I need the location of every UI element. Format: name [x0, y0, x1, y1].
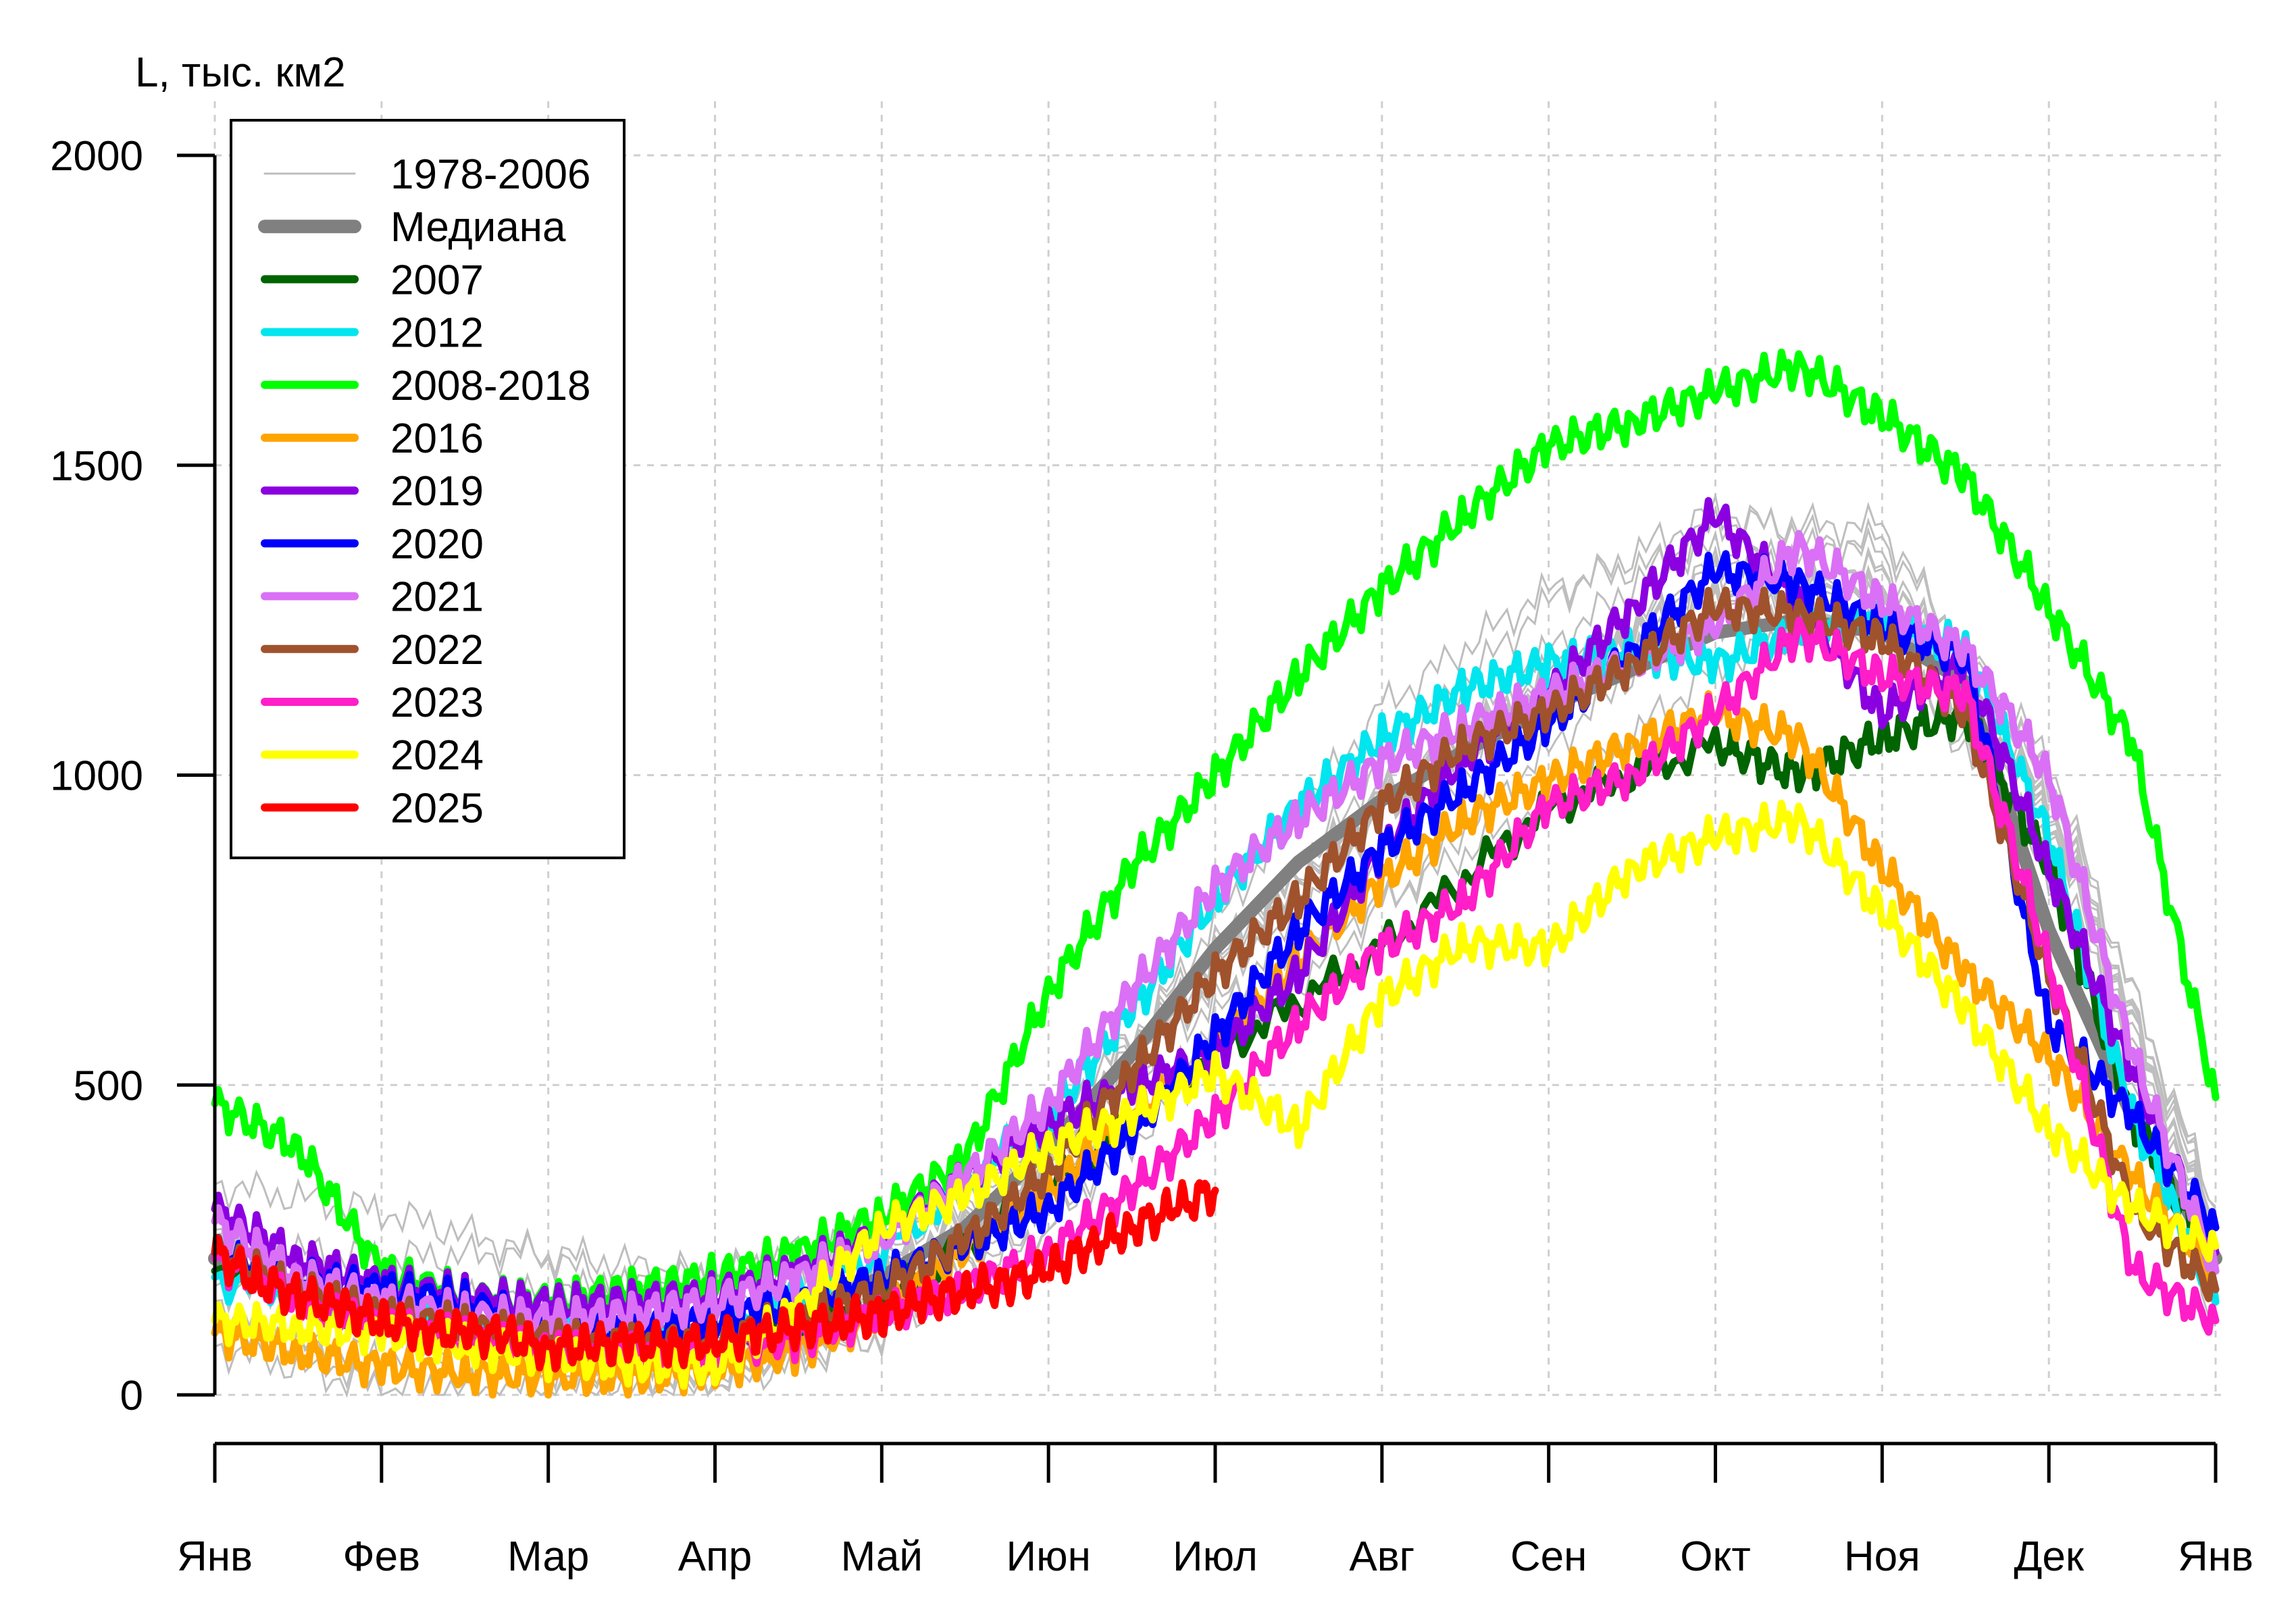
legend-label: 2025 [390, 785, 484, 832]
grid-lines [213, 101, 2222, 1396]
x-tick-label: Окт [1680, 1533, 1750, 1580]
legend-label: 2023 [390, 680, 484, 726]
x-tick-label: Май [841, 1533, 923, 1580]
y-tick-label: 0 [120, 1373, 143, 1419]
x-tick-label: Янв [2178, 1533, 2253, 1580]
x-tick-label: Фев [343, 1533, 421, 1580]
legend-label: 2022 [390, 627, 484, 673]
series-layer [208, 349, 2222, 1399]
legend-label: Медиана [390, 204, 566, 251]
x-tick-label: Мар [507, 1533, 589, 1580]
x-tick-label: Ноя [1844, 1533, 1920, 1580]
legend-label: 2024 [390, 732, 484, 779]
y-tick-label: 500 [74, 1063, 143, 1109]
y-tick-label: 2000 [50, 133, 143, 180]
legend-label: 2007 [390, 257, 484, 303]
legend-label: 2021 [390, 574, 484, 621]
legend-label: 1978-2006 [390, 151, 591, 198]
legend-label: 2019 [390, 468, 484, 515]
x-tick-label: Апр [678, 1533, 752, 1580]
x-tick-label: Авг [1349, 1533, 1414, 1580]
legend-label: 2008-2018 [390, 363, 591, 409]
x-tick-label: Дек [2014, 1533, 2084, 1580]
x-tick-label: Июл [1173, 1533, 1258, 1580]
y-tick-label: 1500 [50, 443, 143, 490]
x-tick-label: Сен [1510, 1533, 1587, 1580]
series-line-2024 [211, 799, 2220, 1390]
legend: 1978-2006 Медиана 2007 2012 2008-2018 2016 201… [230, 119, 626, 859]
y-axis-label: L, тыс. км2 [135, 49, 346, 96]
y-tick-label: 1000 [50, 753, 143, 800]
x-tick-label: Июн [1006, 1533, 1091, 1580]
series-line-2025 [211, 1179, 1219, 1373]
legend-label: 2012 [390, 310, 484, 357]
legend-label: 2020 [390, 521, 484, 567]
axes: 0 500 1000 1500 2000 Янв Фев Мар Апр Май Июн Июл Авг… [50, 133, 2253, 1580]
x-tick-label: Янв [177, 1533, 253, 1580]
legend-label: 2016 [390, 415, 484, 462]
